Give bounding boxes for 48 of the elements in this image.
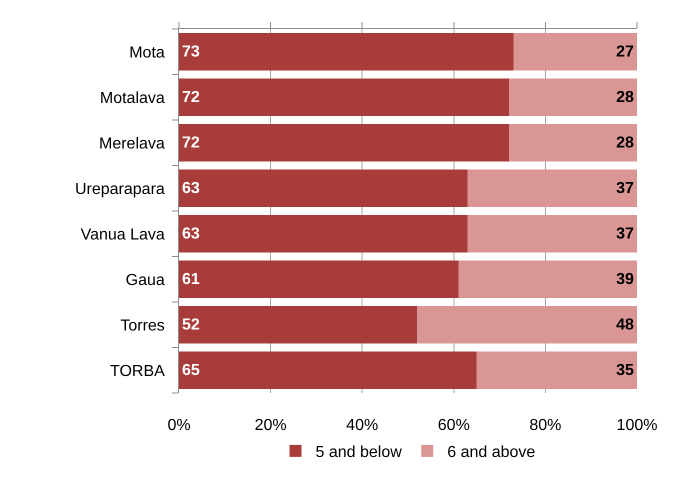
y-tick-label: Mota: [129, 44, 165, 62]
bar: [458, 260, 637, 298]
bar: [179, 78, 509, 116]
data-label: 63: [182, 225, 200, 242]
data-label: 61: [182, 270, 200, 288]
x-tick-label: 60%: [438, 417, 470, 434]
y-tick-label: Motalava: [100, 90, 165, 107]
data-label: 35: [616, 362, 634, 379]
bar: [508, 124, 637, 162]
bar: [179, 124, 509, 162]
bar: [468, 170, 637, 207]
data-label: 28: [616, 88, 634, 106]
data-label: 63: [182, 180, 200, 197]
data-label: 73: [182, 43, 200, 60]
legend-label: 5 and below: [316, 444, 402, 462]
bar: [179, 352, 477, 389]
x-tick-label: 20%: [254, 417, 287, 434]
data-label: 37: [616, 180, 634, 197]
bar: [179, 215, 468, 252]
x-tick-label: 0%: [167, 417, 191, 434]
y-tick-label: Vanua Lava: [80, 226, 165, 244]
bar: [508, 78, 637, 116]
x-tick-label: 100%: [616, 417, 658, 434]
bar: [179, 306, 418, 344]
data-label: 37: [616, 225, 634, 242]
bar: [179, 260, 458, 298]
data-label: 52: [182, 316, 200, 334]
bar: [476, 352, 637, 389]
bar: [417, 306, 637, 344]
data-label: 72: [182, 88, 200, 106]
bar: [468, 215, 637, 252]
legend-label: 6 and above: [447, 444, 536, 462]
y-tick-label: Torres: [120, 317, 165, 334]
x-tick-label: 80%: [529, 417, 562, 434]
y-tick-label: Ureparapara: [74, 180, 165, 198]
y-tick-label: Merelava: [98, 135, 165, 152]
data-label: 72: [182, 134, 200, 152]
data-label: 39: [616, 270, 634, 288]
data-label: 28: [616, 134, 634, 152]
x-tick-label: 40%: [346, 417, 378, 434]
bar: [179, 170, 468, 207]
bar: [179, 33, 514, 70]
data-label: 48: [616, 316, 634, 334]
y-tick-label: TORBA: [110, 362, 166, 380]
data-label: 27: [616, 43, 634, 60]
data-label: 65: [182, 362, 200, 379]
y-tick-label: Gaua: [126, 272, 165, 289]
bar: [513, 33, 637, 70]
